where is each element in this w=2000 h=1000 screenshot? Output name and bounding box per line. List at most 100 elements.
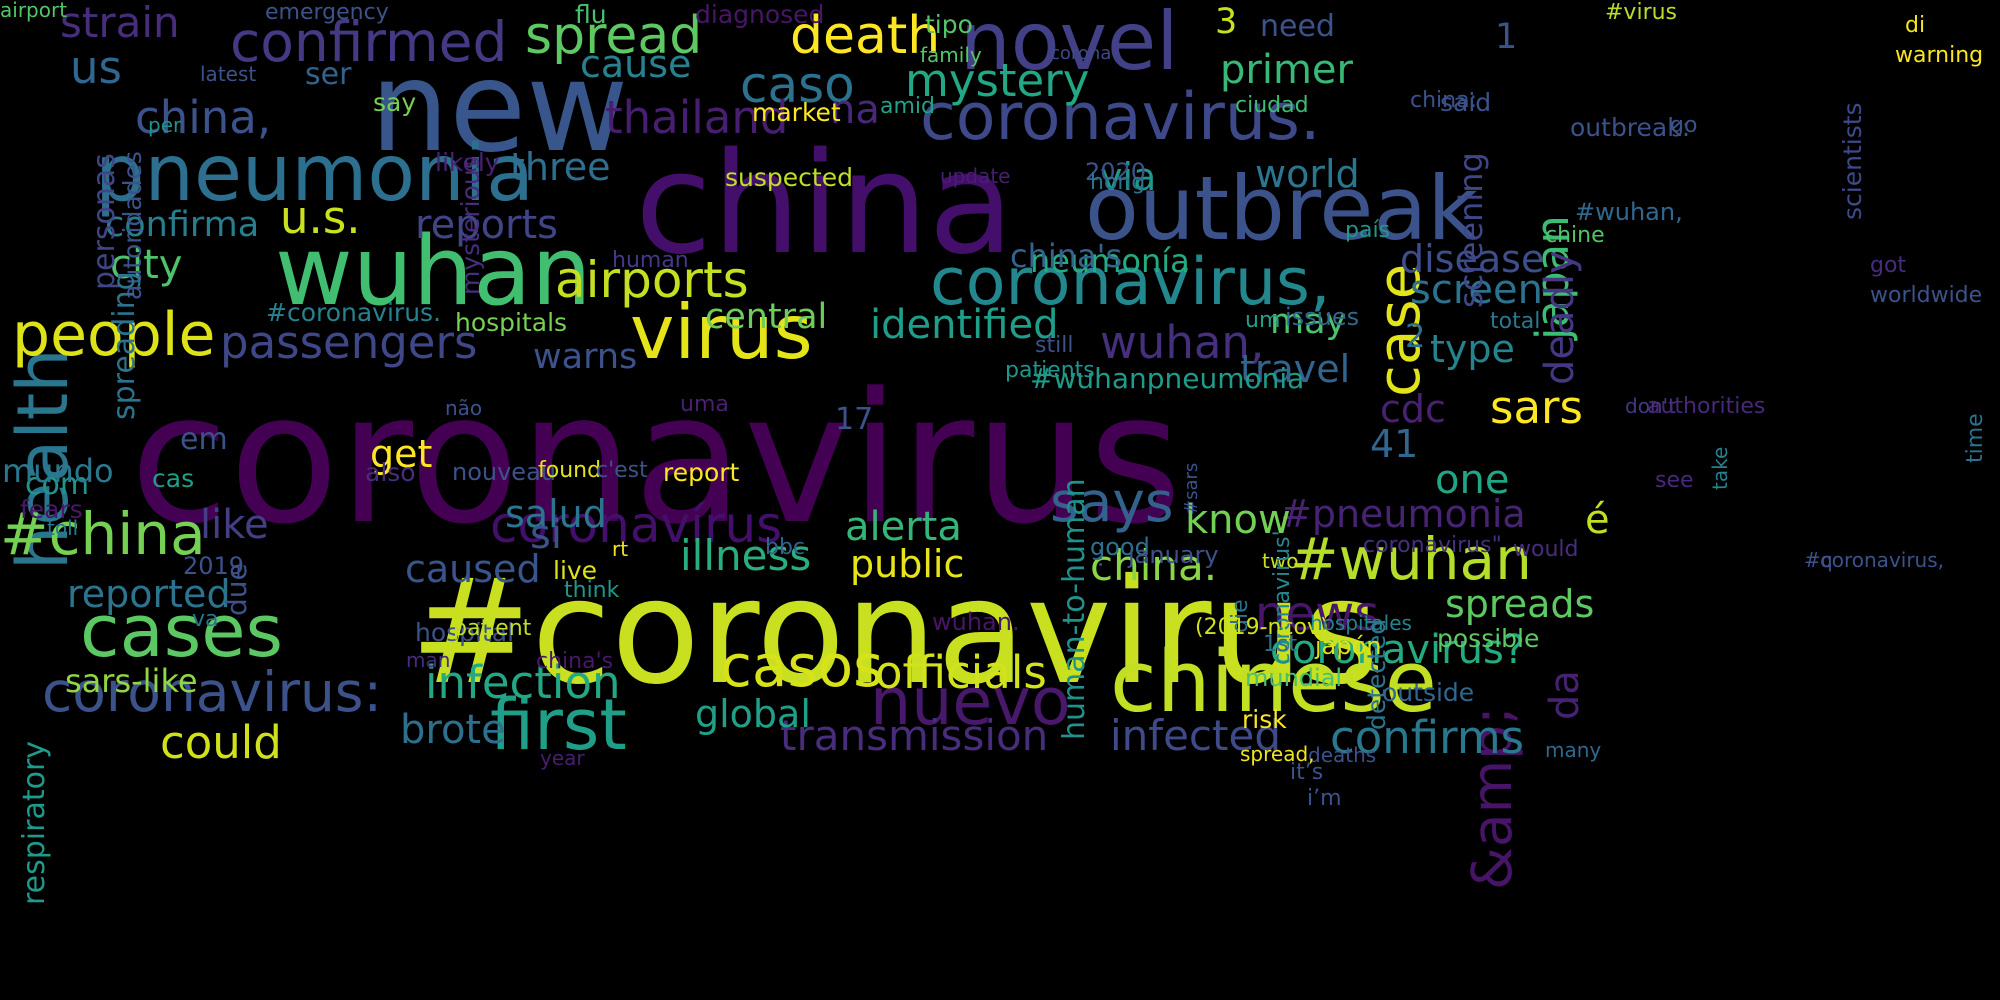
word: mundo (2, 452, 114, 490)
word: death (790, 6, 941, 66)
word: human (612, 248, 689, 273)
word: outbreak (1085, 157, 1479, 260)
word: total (1490, 309, 1541, 334)
word: hospitales (1310, 611, 1412, 635)
word: people (12, 300, 216, 370)
word: 1 (1495, 17, 1518, 57)
word: two (1262, 549, 1299, 573)
word: outside (1382, 678, 1475, 707)
word: many (1545, 738, 1602, 762)
word: live (553, 556, 598, 585)
word: chine (1545, 223, 1605, 248)
word: don't (1625, 394, 1676, 418)
word: va (192, 607, 219, 632)
word: cases (80, 589, 284, 673)
word: market (752, 98, 841, 127)
word: found (538, 458, 602, 483)
word: #wuhan, (1575, 198, 1683, 226)
word: #china (0, 500, 206, 568)
word: it’s (1290, 760, 1324, 785)
word: #wuhanpneumonia (1030, 362, 1305, 395)
word: caso (740, 56, 855, 114)
word: i’m (1307, 786, 1342, 811)
word: nouveau (452, 458, 556, 486)
word: update (940, 164, 1011, 188)
word: rt (612, 537, 629, 561)
word: não (445, 396, 483, 420)
word: scientists (1838, 102, 1867, 220)
word: #coronavirus (410, 548, 1379, 717)
word: cdc (1380, 387, 1446, 431)
word: three (510, 145, 611, 189)
word: chinese (1110, 633, 1437, 732)
word: respiratory (17, 740, 52, 905)
word: país (1345, 218, 1391, 243)
word: 41 (1370, 422, 1419, 466)
word: say (373, 88, 417, 117)
word: spread, (1240, 742, 1315, 766)
word: bbc (765, 535, 806, 560)
word: #coronavirus. (266, 298, 442, 327)
word: coronavirus? (1270, 627, 1526, 673)
word: coronavirus: (42, 660, 382, 724)
word: com (25, 467, 90, 502)
word: uma (680, 392, 729, 417)
word: china's (536, 649, 614, 674)
word: brote (400, 707, 506, 753)
word: could (160, 716, 282, 769)
word: sars (1490, 381, 1583, 434)
word: deaths (1308, 743, 1377, 767)
word: hospital (415, 618, 515, 647)
word: coronavirus. (920, 80, 1321, 155)
word: strain (60, 0, 180, 47)
word: corona (1050, 43, 1112, 64)
word: per (148, 113, 182, 137)
word: good (1090, 533, 1150, 561)
word: coronavirus" (1363, 533, 1502, 558)
word: flu (575, 0, 607, 29)
word: ciudad (1235, 93, 1309, 118)
word: would (1513, 537, 1579, 562)
word: suspected (725, 163, 853, 192)
word: new (370, 35, 629, 180)
word: mystery (905, 54, 1090, 107)
word: 2020 (1085, 158, 1147, 186)
word: cas (152, 464, 195, 493)
word: reports (415, 202, 559, 248)
word: confirmed (230, 10, 508, 74)
word: global (695, 692, 811, 736)
word: man (406, 648, 451, 672)
word: 17 (835, 402, 874, 437)
word: report (663, 458, 740, 487)
word: (2019-ncov) (1195, 615, 1329, 640)
word: coronavírus (490, 496, 783, 554)
word: é (1585, 497, 1610, 543)
word: news (1255, 586, 1380, 642)
word: latest (200, 62, 257, 86)
word: issues (1285, 303, 1360, 331)
word: casos (720, 632, 884, 700)
word: us (70, 41, 122, 94)
word: airports (555, 251, 749, 309)
word: 2 (1405, 317, 1426, 355)
word: airport (0, 0, 68, 22)
word: get (370, 432, 433, 476)
word: spreading (107, 271, 142, 420)
word: warns (533, 337, 638, 377)
word: china (635, 123, 1015, 286)
word: worldwide (1870, 283, 1983, 308)
word: may (1270, 302, 1347, 342)
word: need (1260, 9, 1335, 44)
word: china, (135, 91, 272, 144)
word: wuhan. (932, 608, 1020, 636)
word: #coronavirus, (1804, 548, 1945, 572)
word: #wuhan (1290, 525, 1532, 593)
word: time (1963, 413, 1988, 463)
word: um (1245, 308, 1281, 333)
word: got (1870, 253, 1907, 278)
word: transmission (780, 711, 1049, 760)
word: take (1708, 446, 1732, 490)
word: world (1255, 152, 1360, 196)
word: cause (580, 42, 692, 86)
word: says (1050, 470, 1174, 534)
